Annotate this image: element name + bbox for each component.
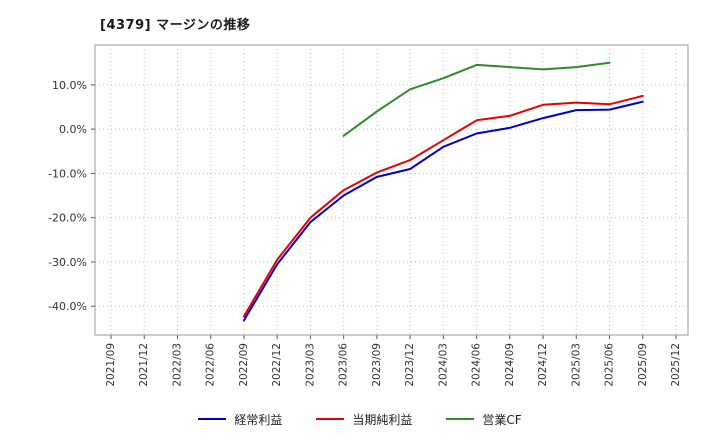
margin-trend-chart: 2021/09 2021/12 2022/03 2022/06 2022/09 2022/… bbox=[48, 44, 689, 387]
x-tick-label: 2021/09 bbox=[105, 343, 117, 387]
y-tick-label: 10.0% bbox=[52, 79, 87, 92]
x-tick-label: 2024/06 bbox=[471, 343, 483, 387]
x-tick-label: 2025/06 bbox=[604, 343, 616, 387]
x-tick-label: 2023/03 bbox=[304, 343, 316, 387]
legend-item: 経常利益 bbox=[198, 411, 282, 428]
chart-legend: 経常利益 当期純利益 営業CF bbox=[0, 404, 720, 434]
x-tick-label: 2024/03 bbox=[437, 343, 449, 387]
x-tick-label: 2025/12 bbox=[670, 343, 682, 387]
legend-line-swatch bbox=[198, 418, 227, 420]
x-tick-label: 2022/06 bbox=[205, 343, 217, 387]
legend-line-swatch bbox=[316, 418, 345, 420]
x-tick-label: 2024/09 bbox=[504, 343, 516, 387]
series-line-営業CF bbox=[342, 61, 611, 137]
x-tick-label: 2025/09 bbox=[637, 343, 649, 387]
x-tick-label: 2022/09 bbox=[238, 343, 250, 387]
y-tick-label: 0.0% bbox=[59, 123, 87, 136]
series-line-当期純利益 bbox=[242, 94, 644, 318]
legend-item: 営業CF bbox=[446, 411, 522, 428]
x-tick-label: 2023/12 bbox=[404, 343, 416, 387]
x-tick-label: 2023/06 bbox=[338, 343, 350, 387]
x-tick-label: 2022/12 bbox=[271, 343, 283, 387]
legend-line-swatch bbox=[446, 418, 475, 420]
legend-item: 当期純利益 bbox=[316, 411, 412, 428]
legend-label: 営業CF bbox=[482, 412, 522, 427]
x-tick-label: 2023/09 bbox=[371, 343, 383, 387]
y-tick-label: -10.0% bbox=[48, 167, 87, 180]
chart-plot-area: 2021/09 2021/12 2022/03 2022/06 2022/09 2022/… bbox=[48, 44, 689, 387]
y-tick-label: -20.0% bbox=[48, 212, 87, 225]
y-tick-label: -30.0% bbox=[48, 256, 87, 269]
legend-label: 経常利益 bbox=[234, 412, 283, 427]
series-line-経常利益 bbox=[242, 100, 644, 322]
x-tick-label: 2024/12 bbox=[537, 343, 549, 387]
y-tick-label: -40.0% bbox=[48, 300, 87, 313]
x-tick-label: 2021/12 bbox=[138, 343, 150, 387]
x-tick-label: 2025/03 bbox=[570, 343, 582, 387]
chart-title: [4379] マージンの推移 bbox=[100, 18, 251, 33]
x-tick-label: 2022/03 bbox=[171, 343, 183, 387]
legend-label: 当期純利益 bbox=[352, 412, 413, 427]
